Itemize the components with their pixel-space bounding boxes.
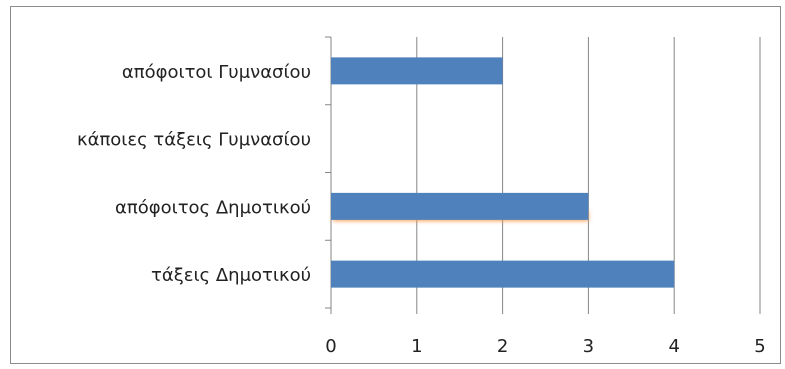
bar (331, 192, 589, 220)
category-label: κάποιες τάξεις Γυμνασίου (77, 130, 311, 151)
x-tick-label: 2 (497, 336, 508, 357)
bar-chart: τάξεις Δημοτικού απόφοιτος Δημοτικού κάποι… (77, 36, 766, 357)
x-tick-label: 3 (583, 336, 594, 357)
category-label: τάξεις Δημοτικού (151, 265, 311, 286)
category-label: απόφοιτος Δημοτικού (115, 197, 311, 218)
x-tick-label: 4 (668, 336, 679, 357)
chart-frame: τάξεις Δημοτικού απόφοιτος Δημοτικού κάποι… (10, 6, 781, 364)
x-tick-label: 5 (754, 336, 765, 357)
bar (331, 260, 675, 288)
x-tick-label: 0 (325, 336, 336, 357)
x-tick-label: 1 (411, 336, 422, 357)
category-label: απόφοιτοι Γυμνασίου (122, 62, 311, 83)
bar (331, 57, 503, 85)
